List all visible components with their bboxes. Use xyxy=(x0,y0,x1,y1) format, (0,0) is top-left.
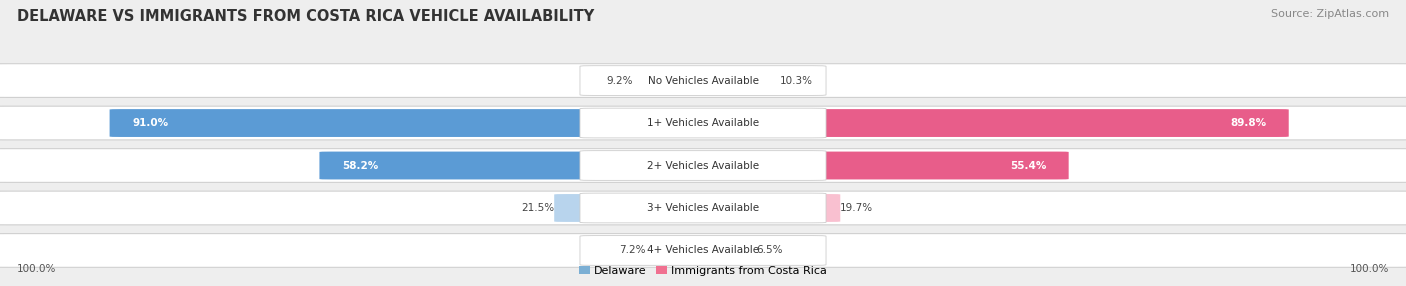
FancyBboxPatch shape xyxy=(319,152,714,179)
Text: 91.0%: 91.0% xyxy=(132,118,169,128)
Text: 55.4%: 55.4% xyxy=(1010,160,1046,170)
FancyBboxPatch shape xyxy=(581,236,825,265)
FancyBboxPatch shape xyxy=(581,66,825,96)
Text: 10.3%: 10.3% xyxy=(780,76,813,86)
Text: 100.0%: 100.0% xyxy=(17,264,56,274)
Text: 7.2%: 7.2% xyxy=(619,245,645,255)
Text: 21.5%: 21.5% xyxy=(522,203,554,213)
Text: 58.2%: 58.2% xyxy=(342,160,378,170)
Text: 6.5%: 6.5% xyxy=(756,245,782,255)
FancyBboxPatch shape xyxy=(692,152,1069,179)
Text: No Vehicles Available: No Vehicles Available xyxy=(648,76,758,86)
Text: 19.7%: 19.7% xyxy=(841,203,873,213)
FancyBboxPatch shape xyxy=(581,151,825,180)
FancyBboxPatch shape xyxy=(692,67,780,94)
Legend: Delaware, Immigrants from Costa Rica: Delaware, Immigrants from Costa Rica xyxy=(574,261,832,281)
FancyBboxPatch shape xyxy=(692,109,1289,137)
FancyBboxPatch shape xyxy=(0,234,1406,267)
FancyBboxPatch shape xyxy=(0,64,1406,98)
FancyBboxPatch shape xyxy=(633,67,714,94)
Text: 2+ Vehicles Available: 2+ Vehicles Available xyxy=(647,160,759,170)
FancyBboxPatch shape xyxy=(581,108,825,138)
FancyBboxPatch shape xyxy=(110,109,714,137)
FancyBboxPatch shape xyxy=(0,191,1406,225)
FancyBboxPatch shape xyxy=(554,194,714,222)
Text: DELAWARE VS IMMIGRANTS FROM COSTA RICA VEHICLE AVAILABILITY: DELAWARE VS IMMIGRANTS FROM COSTA RICA V… xyxy=(17,9,595,23)
FancyBboxPatch shape xyxy=(581,193,825,223)
Text: 100.0%: 100.0% xyxy=(1350,264,1389,274)
Text: 9.2%: 9.2% xyxy=(606,76,633,86)
Text: 4+ Vehicles Available: 4+ Vehicles Available xyxy=(647,245,759,255)
FancyBboxPatch shape xyxy=(0,149,1406,182)
FancyBboxPatch shape xyxy=(692,194,841,222)
Text: Source: ZipAtlas.com: Source: ZipAtlas.com xyxy=(1271,9,1389,19)
Text: 89.8%: 89.8% xyxy=(1230,118,1267,128)
FancyBboxPatch shape xyxy=(692,237,756,264)
Text: 3+ Vehicles Available: 3+ Vehicles Available xyxy=(647,203,759,213)
FancyBboxPatch shape xyxy=(645,237,714,264)
Text: 1+ Vehicles Available: 1+ Vehicles Available xyxy=(647,118,759,128)
FancyBboxPatch shape xyxy=(0,106,1406,140)
